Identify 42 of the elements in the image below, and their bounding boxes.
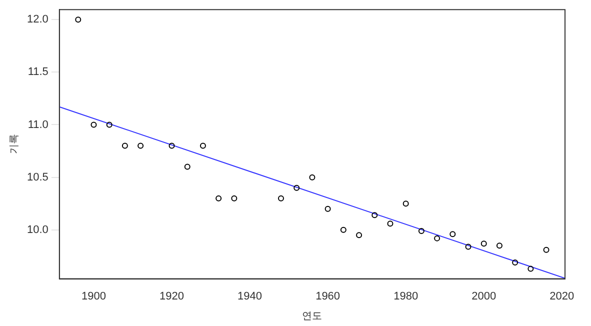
point [418, 228, 424, 234]
x-tick-label: 1980 [394, 290, 418, 302]
x-tick-label: 1920 [160, 290, 184, 302]
y-axis-title: 기록 [8, 134, 20, 154]
y-tick-label: 10.0 [26, 224, 48, 236]
point [372, 212, 378, 218]
x-axis-title: 연도 [302, 310, 322, 322]
point [465, 244, 472, 250]
point [168, 142, 175, 149]
point [496, 242, 502, 249]
y-tick-label: 10.5 [26, 171, 48, 184]
x-tick-label: 2000 [472, 290, 496, 302]
point [340, 226, 346, 233]
point [402, 200, 409, 207]
point [512, 260, 518, 266]
point [184, 164, 190, 170]
point [543, 246, 550, 253]
point [200, 142, 206, 149]
point [106, 122, 112, 128]
point [216, 195, 222, 202]
point [480, 240, 487, 247]
point [324, 206, 331, 212]
point [434, 235, 440, 242]
x-tick-label: 1960 [316, 290, 340, 302]
point [90, 122, 97, 128]
point [528, 266, 534, 272]
x-tick-label: 2020 [550, 290, 574, 302]
point [356, 232, 362, 238]
x-tick-label: 1940 [238, 290, 262, 302]
y-tick-label: 11.0 [28, 118, 48, 131]
point [231, 195, 238, 202]
point [294, 184, 300, 191]
y-tick-label: 12.0 [26, 14, 48, 26]
point [122, 142, 128, 149]
y-tick-label: 11.5 [28, 66, 48, 78]
point [278, 195, 284, 202]
point [138, 142, 144, 149]
point [309, 174, 316, 180]
point [75, 16, 82, 23]
x-tick-label: 1900 [81, 290, 106, 302]
point [387, 220, 394, 227]
point [450, 231, 456, 238]
